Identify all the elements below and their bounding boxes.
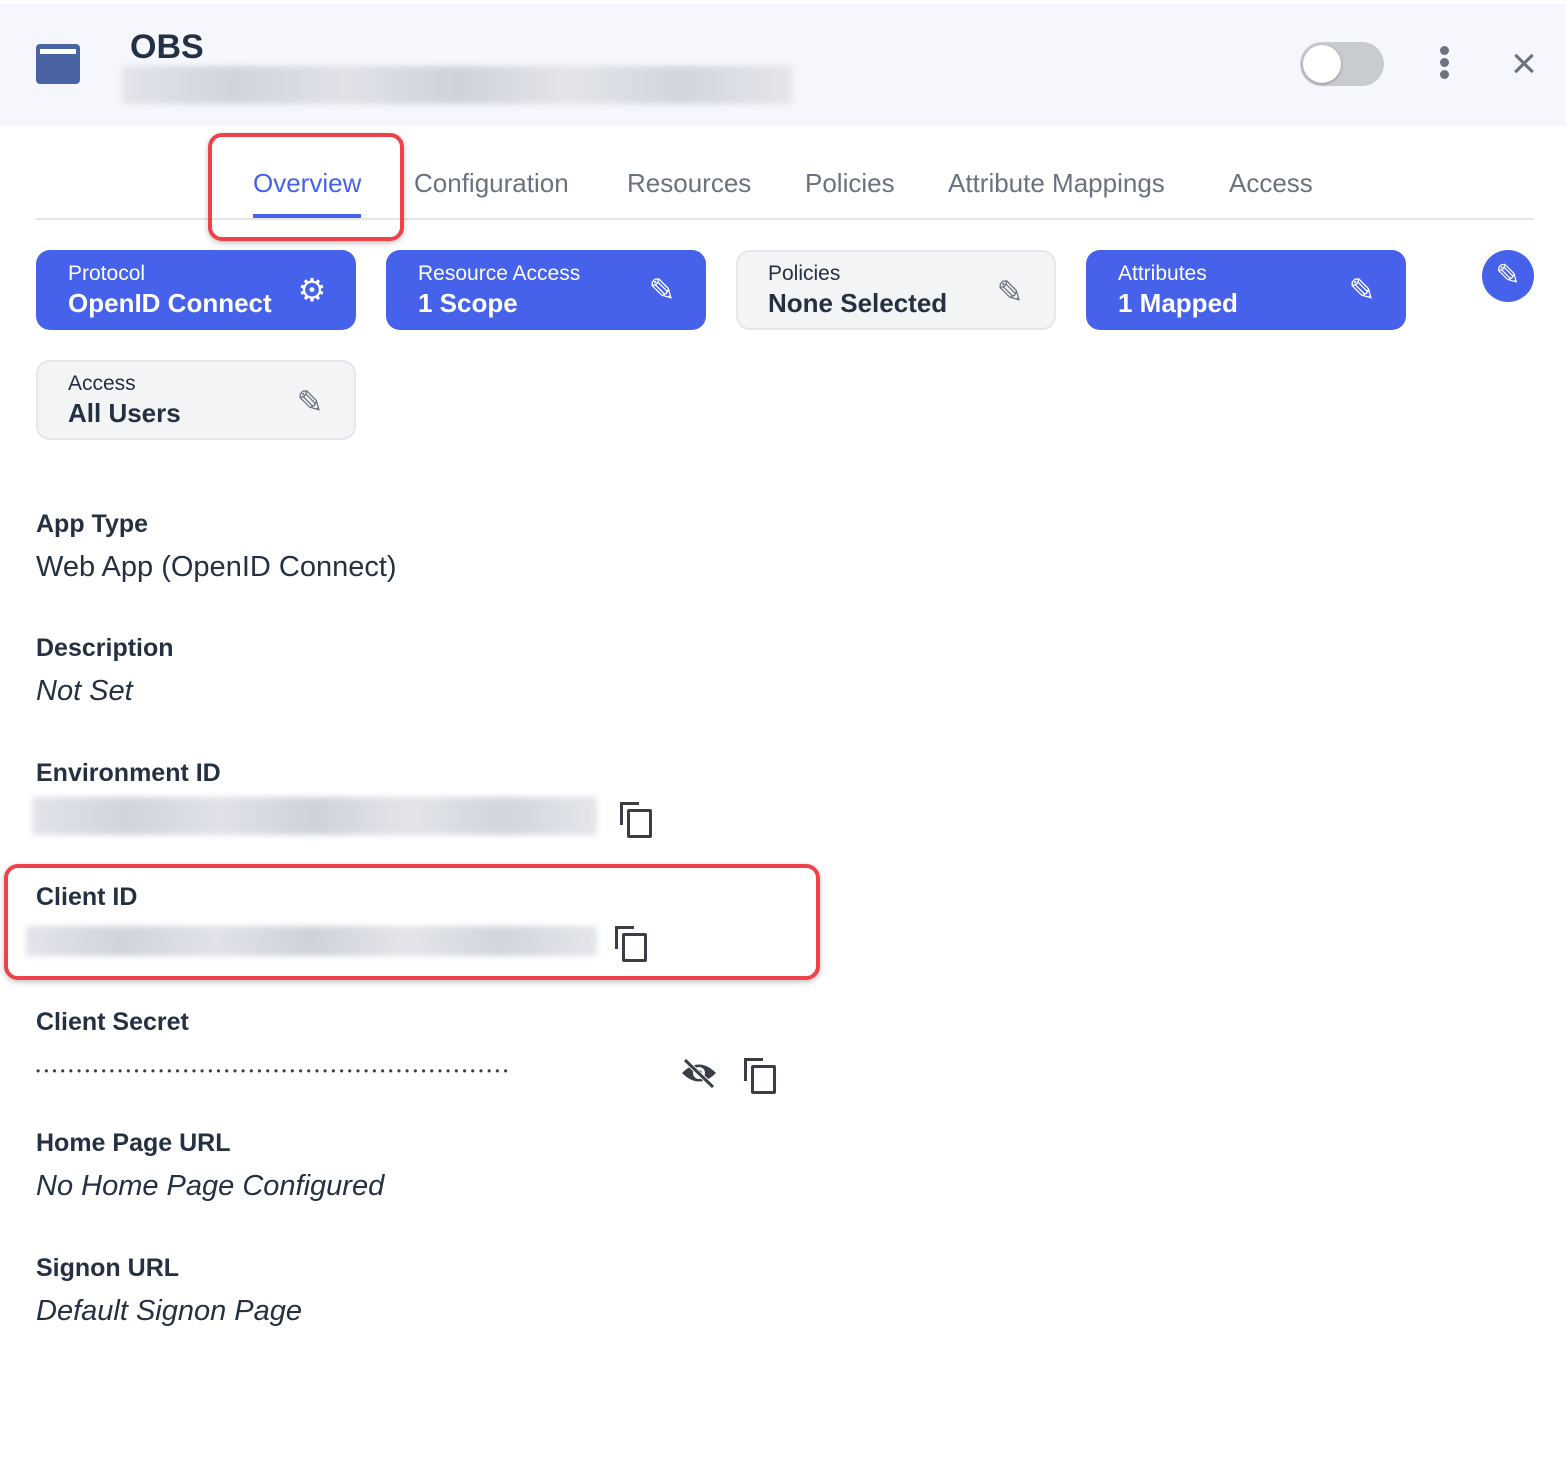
tab-resources[interactable]: Resources [627, 168, 752, 198]
app-type-label: App Type [36, 510, 149, 538]
more-options-icon[interactable] [1436, 46, 1452, 82]
highlight-client-id [4, 864, 820, 980]
pencil-icon: ✎ [648, 272, 676, 308]
tab-overview[interactable]: Overview [253, 168, 362, 218]
card-value: 1 Scope [418, 288, 518, 318]
close-icon[interactable]: × [1511, 39, 1537, 88]
copy-icon[interactable] [620, 802, 652, 838]
app-type-value: Web App (OpenID Connect) [36, 551, 397, 583]
redacted-environment-id [32, 797, 597, 835]
environment-id-label: Environment ID [36, 759, 221, 787]
client-secret-masked: ••••••••••••••••••••••••••••••••••••••••… [36, 1064, 512, 1078]
home-page-url-label: Home Page URL [36, 1129, 231, 1157]
protocol-card[interactable]: Protocol OpenID Connect ⚙ [36, 250, 356, 330]
attributes-card[interactable]: Attributes 1 Mapped ✎ [1086, 250, 1406, 330]
hide-secret-eye-icon[interactable] [680, 1056, 718, 1090]
tab-access[interactable]: Access [1229, 168, 1313, 198]
client-id-label: Client ID [36, 883, 138, 911]
card-value: 1 Mapped [1118, 288, 1238, 318]
tab-policies[interactable]: Policies [805, 168, 895, 198]
description-value: Not Set [36, 675, 133, 707]
app-title: OBS [130, 28, 204, 66]
card-label: Resource Access [418, 262, 581, 285]
signon-url-value: Default Signon Page [36, 1295, 303, 1327]
application-window-icon [36, 44, 80, 84]
description-label: Description [36, 634, 174, 662]
client-secret-label: Client Secret [36, 1008, 189, 1036]
enable-toggle[interactable] [1300, 42, 1384, 86]
pencil-icon: ✎ [296, 384, 324, 420]
card-label: Protocol [68, 262, 146, 285]
resource-access-card[interactable]: Resource Access 1 Scope ✎ [386, 250, 706, 330]
card-label: Attributes [1118, 262, 1207, 285]
card-value: OpenID Connect [68, 288, 272, 318]
card-value: All Users [68, 398, 181, 428]
tab-configuration[interactable]: Configuration [414, 168, 569, 198]
home-page-url-value: No Home Page Configured [36, 1170, 385, 1202]
edit-pencil-icon[interactable]: ✎ [1482, 250, 1534, 302]
access-card[interactable]: Access All Users ✎ [36, 360, 356, 440]
signon-url-label: Signon URL [36, 1254, 180, 1282]
tab-bar: Overview Configuration Resources Policie… [36, 150, 1534, 220]
copy-icon[interactable] [744, 1058, 776, 1094]
policies-card[interactable]: Policies None Selected ✎ [736, 250, 1056, 330]
card-label: Policies [768, 262, 841, 285]
card-label: Access [68, 372, 136, 395]
pencil-icon: ✎ [1348, 272, 1376, 308]
copy-icon[interactable] [615, 926, 647, 962]
tab-attribute-mappings[interactable]: Attribute Mappings [948, 168, 1165, 198]
pencil-icon: ✎ [996, 274, 1024, 310]
redacted-app-subtitle [122, 66, 792, 104]
highlight-overview-tab [208, 133, 404, 241]
redacted-client-id [26, 926, 597, 956]
gears-icon: ⚙ [297, 272, 327, 308]
card-value: None Selected [768, 288, 948, 318]
